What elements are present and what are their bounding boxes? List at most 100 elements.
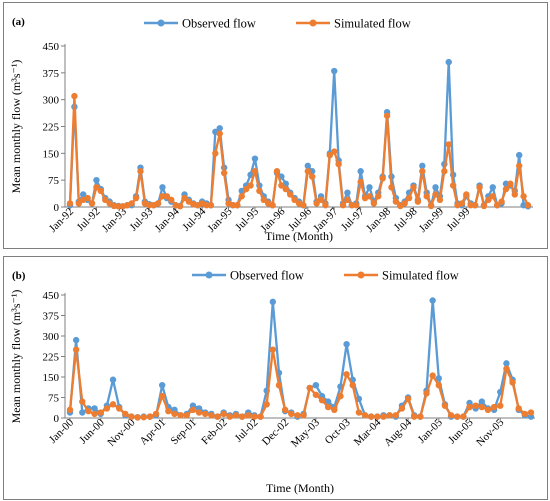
chart-b-series-1-point-30 bbox=[251, 413, 258, 420]
chart-a-series-1-point-31 bbox=[203, 202, 210, 209]
chart-b-series-1-point-59 bbox=[429, 372, 436, 379]
chart-a-series-1-point-32 bbox=[207, 202, 215, 209]
chart-a-series-1-point-53 bbox=[300, 202, 307, 209]
chart-a-series-1-point-81 bbox=[423, 193, 430, 200]
chart-a-series-1-point-89 bbox=[458, 200, 466, 207]
chart-a-series-1-point-62 bbox=[339, 202, 347, 209]
chart-a-series-1-point-66 bbox=[357, 178, 364, 186]
chart-b-series-1-point-58 bbox=[423, 390, 430, 397]
chart-a-series-line-1 bbox=[68, 94, 530, 208]
chart-b-xtick-label-5: Feb-02 bbox=[199, 417, 230, 448]
chart-b-xtick-label-6: Jul-02 bbox=[233, 417, 261, 445]
chart-b-series-1-point-25 bbox=[220, 410, 227, 418]
chart-a-series-0-point-68 bbox=[366, 184, 373, 191]
chart-b-series-1-point-73 bbox=[515, 405, 522, 412]
chart-a-xtick-label-3: Jul-93 bbox=[127, 205, 155, 233]
chart-a-series-1-point-25 bbox=[176, 203, 184, 210]
chart-b-series-1-point-43 bbox=[331, 406, 338, 413]
chart-a-series-1-point-92 bbox=[471, 202, 479, 209]
chart-b-series-1-point-14 bbox=[152, 410, 160, 418]
chart-a-xtick-label-0: Jan-92 bbox=[47, 206, 76, 235]
chart-a-series-1-point-58 bbox=[322, 202, 329, 209]
chart-a-series-1-point-8 bbox=[102, 196, 109, 204]
chart-a-series-1-point-18 bbox=[146, 202, 153, 209]
chart-a-xtick-label-12: Jan-98 bbox=[364, 205, 394, 235]
chart-a-series-1-point-90 bbox=[463, 191, 470, 198]
chart-b-xtick-label-9: Oct-03 bbox=[323, 416, 353, 446]
chart-a-series-0-point-83 bbox=[432, 184, 439, 191]
chart-b-series-1-point-39 bbox=[306, 384, 313, 392]
chart-b-series-1-point-45 bbox=[343, 371, 350, 378]
chart-b-panel-label: (b) bbox=[12, 270, 26, 282]
chart-a-series-1-point-37 bbox=[229, 202, 237, 209]
chart-b-series-1-point-11 bbox=[134, 414, 141, 421]
chart-a-legend: Observed flow Simulated flow bbox=[144, 17, 411, 31]
chart-b-series-1-point-37 bbox=[294, 412, 301, 419]
chart-a-series-0-point-55 bbox=[309, 168, 316, 175]
chart-b-series-1-point-64 bbox=[460, 413, 467, 420]
chart-b-xtick-label-8: May-03 bbox=[289, 416, 322, 449]
chart-b-legend-item-0: Observed flow bbox=[192, 269, 304, 283]
chart-a-series-0-point-42 bbox=[251, 155, 259, 162]
chart-a-ytick-label-2: 150 bbox=[43, 148, 60, 160]
chart-a-series-1-point-33 bbox=[212, 150, 219, 157]
chart-b-series-1-point-50 bbox=[374, 413, 381, 420]
chart-a-series-1-point-7 bbox=[97, 187, 105, 195]
chart-b-series-1-point-34 bbox=[275, 382, 283, 389]
chart-panel-a: (a) Observed flow Simulated flow 0 75 150 225 3… bbox=[3, 2, 548, 249]
chart-a-series-1-point-100 bbox=[507, 180, 514, 187]
chart-a-series-1-point-103 bbox=[520, 193, 527, 200]
chart-a-series-1-point-26 bbox=[181, 194, 188, 202]
chart-a-series-1-point-72 bbox=[383, 112, 391, 119]
chart-a-series-1-point-96 bbox=[489, 193, 496, 200]
chart-a-legend-label-1: Simulated flow bbox=[334, 17, 411, 31]
chart-b-xtick-label-2: Nov-00 bbox=[105, 416, 138, 449]
chart-a-series-1-point-76 bbox=[401, 200, 408, 207]
chart-a-xtick-label-11: Jul-97 bbox=[339, 205, 367, 233]
chart-b-xtick-label-4: Sep-01 bbox=[169, 417, 200, 448]
chart-a-ytick-label-3: 225 bbox=[43, 122, 60, 134]
chart-b-xtick-label-1: Jun-00 bbox=[77, 416, 107, 446]
chart-b-series-1-point-48 bbox=[361, 412, 369, 419]
chart-a-series-1-point-80 bbox=[419, 168, 426, 175]
chart-a-series-1-point-95 bbox=[485, 196, 492, 204]
chart-a-series-1-point-65 bbox=[353, 202, 360, 209]
chart-b-legend-marker-0 bbox=[205, 271, 213, 279]
chart-b-series-1-point-57 bbox=[417, 413, 424, 420]
chart-a-series-1-point-15 bbox=[132, 194, 140, 202]
chart-b-xtick-label-3: Apr-01 bbox=[138, 417, 169, 448]
chart-a-series-1-point-2 bbox=[75, 200, 83, 207]
chart-b-series-line-0 bbox=[68, 299, 532, 419]
chart-a-series-1-point-91 bbox=[467, 202, 474, 209]
chart-a-series-0-point-34 bbox=[216, 125, 223, 132]
chart-b-series-1-point-22 bbox=[202, 410, 209, 418]
chart-b-xtick-label-7: Dec-02 bbox=[260, 417, 291, 448]
chart-b-series-1-point-52 bbox=[386, 412, 393, 419]
chart-a-series-1-point-97 bbox=[493, 202, 501, 209]
chart-b-ytick-label-0: 0 bbox=[54, 413, 60, 425]
chart-b-series-1-point-13 bbox=[146, 413, 154, 420]
chart-a-series-1-point-82 bbox=[427, 202, 435, 210]
chart-b-legend-label-0: Observed flow bbox=[230, 269, 304, 283]
chart-b-series-0-point-60 bbox=[435, 375, 442, 382]
chart-b-series-1-point-60 bbox=[435, 382, 442, 389]
chart-a-series-0-point-63 bbox=[344, 189, 351, 196]
chart-a-series-1-point-51 bbox=[291, 196, 298, 204]
chart-a-series-1-point-102 bbox=[515, 162, 523, 170]
chart-a-series-1-point-104 bbox=[524, 202, 532, 209]
chart-b-series-1-point-55 bbox=[404, 395, 412, 403]
chart-a-legend-marker-1 bbox=[309, 19, 317, 27]
chart-b-ytick-label-5: 375 bbox=[43, 311, 60, 323]
chart-a-xtick-label-2: Jan-93 bbox=[100, 205, 130, 235]
chart-a-series-1-point-48 bbox=[278, 182, 285, 189]
chart-b-series-1-point-47 bbox=[355, 409, 363, 416]
chart-a-series-1-point-77 bbox=[405, 194, 413, 202]
chart-b-series-1-point-12 bbox=[140, 413, 147, 421]
chart-a-series-1-point-49 bbox=[282, 185, 289, 193]
chart-a-series-1-point-20 bbox=[154, 200, 162, 207]
chart-b-series-1-point-3 bbox=[85, 407, 92, 415]
chart-a-series-0-point-96 bbox=[489, 184, 496, 191]
chart-b-ytick-label-3: 225 bbox=[43, 352, 60, 364]
chart-a-ytick-label-6: 450 bbox=[43, 41, 60, 53]
chart-a-xtick-label-1: Jul-92 bbox=[75, 206, 103, 234]
